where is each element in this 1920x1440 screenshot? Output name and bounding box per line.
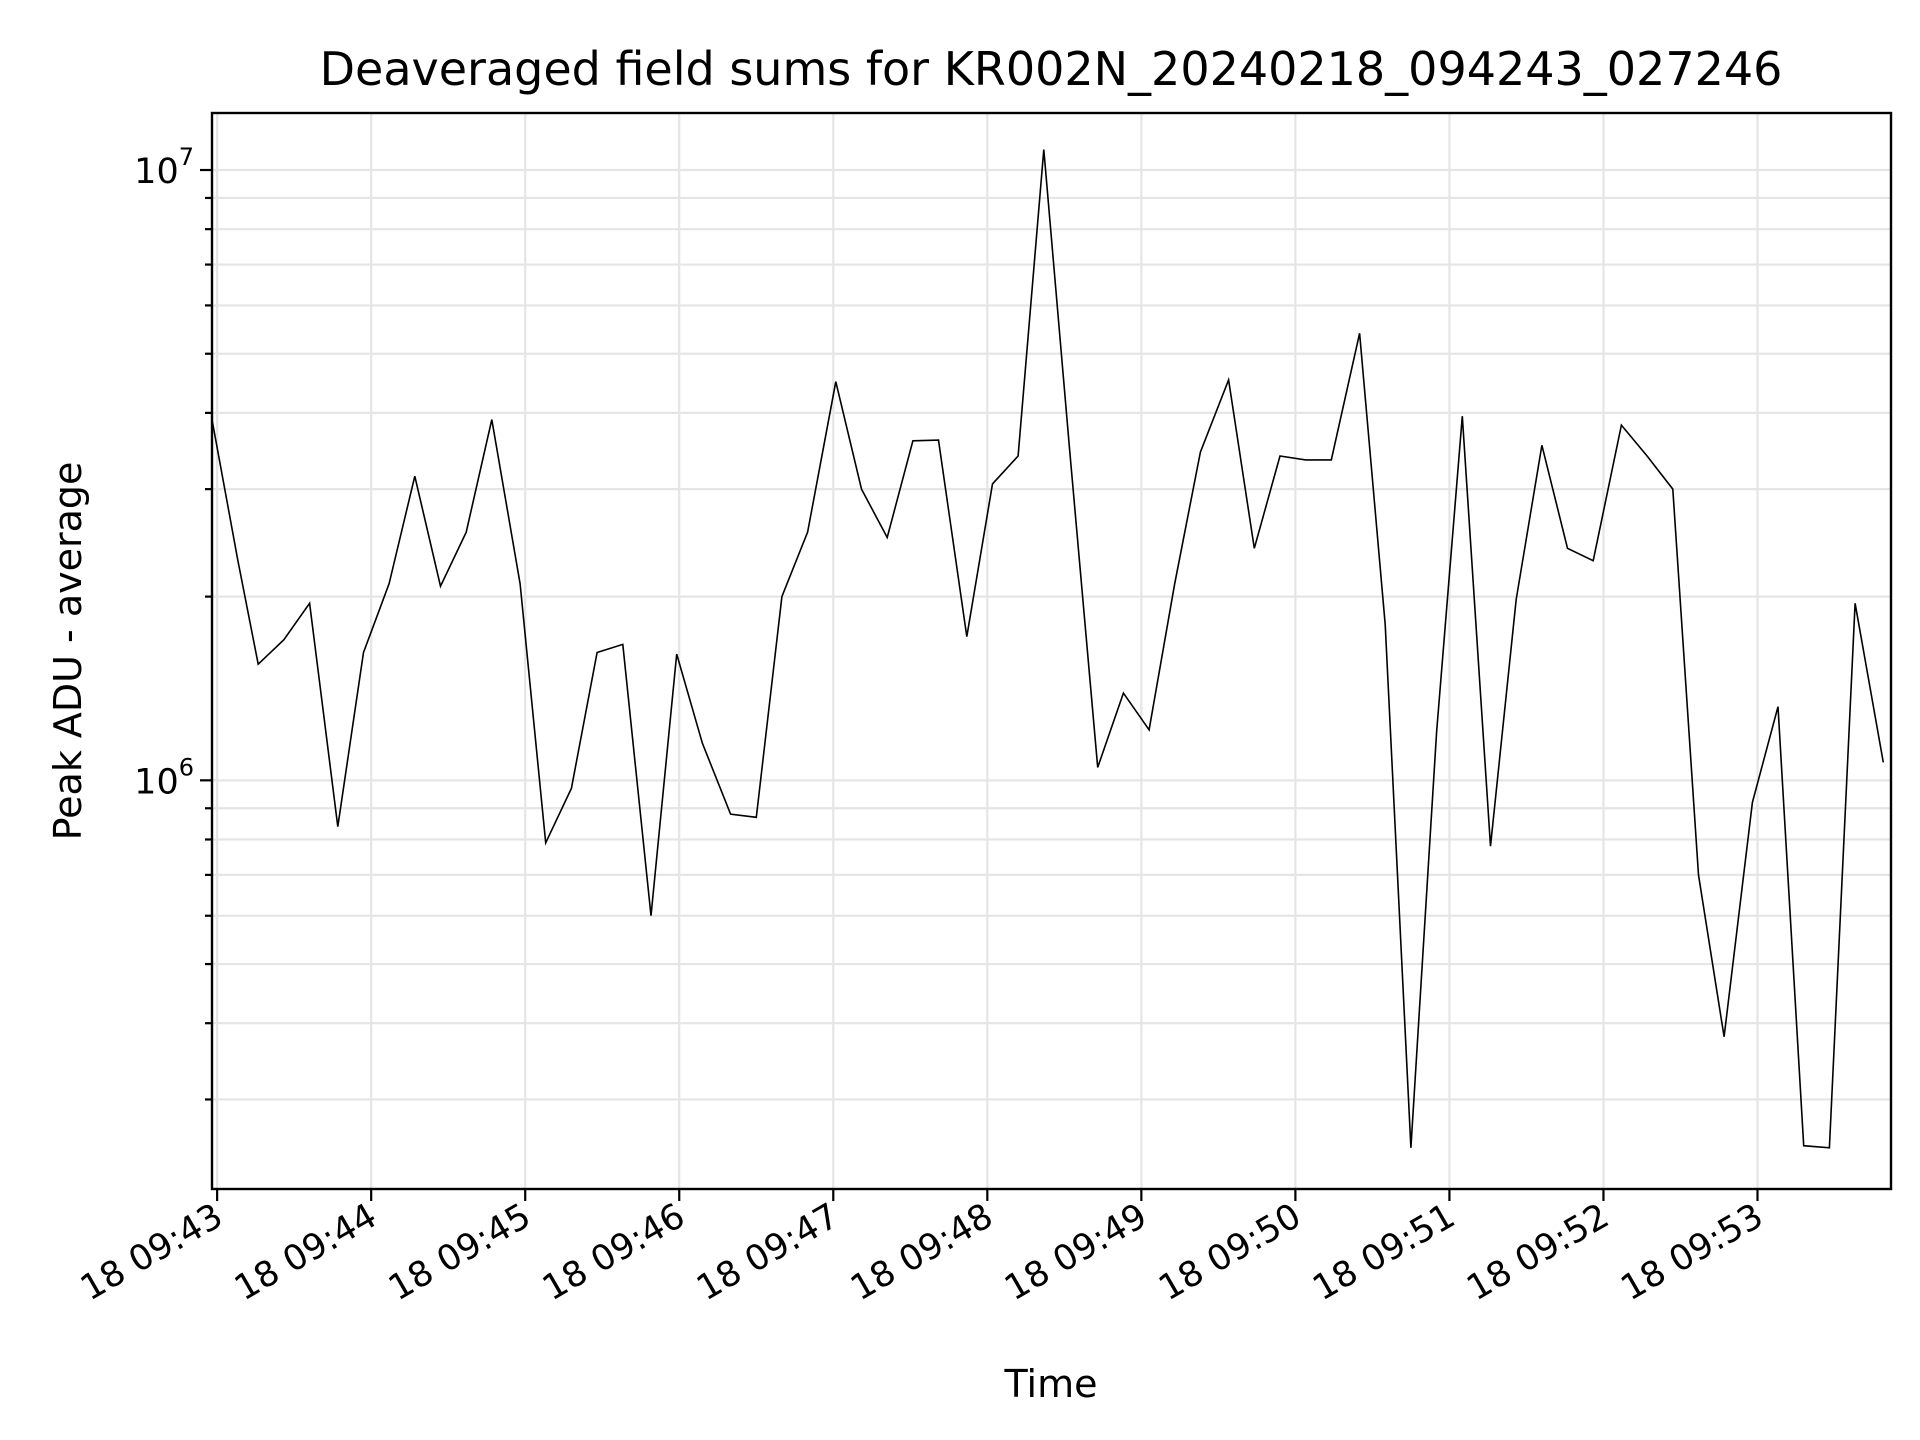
x-axis-label: Time: [1004, 1362, 1098, 1406]
plot-frame: [210, 111, 1893, 1191]
x-tick-label: 18 09:47: [690, 1196, 846, 1309]
y-axis-label: Peak ADU - average: [46, 462, 90, 841]
y-tick-label: 106: [134, 753, 194, 802]
x-tick-label: 18 09:52: [1460, 1196, 1616, 1309]
y-gridlines: [212, 168, 1891, 1101]
series-line: [211, 149, 1885, 1149]
x-tick-label: 18 09:45: [382, 1196, 538, 1309]
x-tick-label: 18 09:48: [844, 1196, 1000, 1309]
series-line-path: [211, 149, 1885, 1149]
y-tick-base: 10: [134, 152, 179, 192]
x-tick-label: 18 09:51: [1306, 1196, 1462, 1309]
y-tick-exponent: 7: [179, 143, 194, 171]
chart-title: Deaveraged field sums for KR002N_2024021…: [320, 42, 1783, 96]
x-tick-label: 18 09:43: [74, 1196, 230, 1309]
y-tick-label: 107: [134, 143, 194, 192]
x-tick-label: 18 09:44: [228, 1196, 384, 1309]
y-tick-base: 10: [134, 762, 179, 802]
x-tick-label: 18 09:49: [998, 1196, 1154, 1309]
x-tick-label: 18 09:53: [1614, 1196, 1770, 1309]
x-gridlines: [216, 113, 1759, 1189]
x-tick-label: 18 09:50: [1152, 1196, 1308, 1309]
x-tick-label: 18 09:46: [536, 1196, 692, 1309]
y-tick-exponent: 6: [179, 753, 194, 781]
